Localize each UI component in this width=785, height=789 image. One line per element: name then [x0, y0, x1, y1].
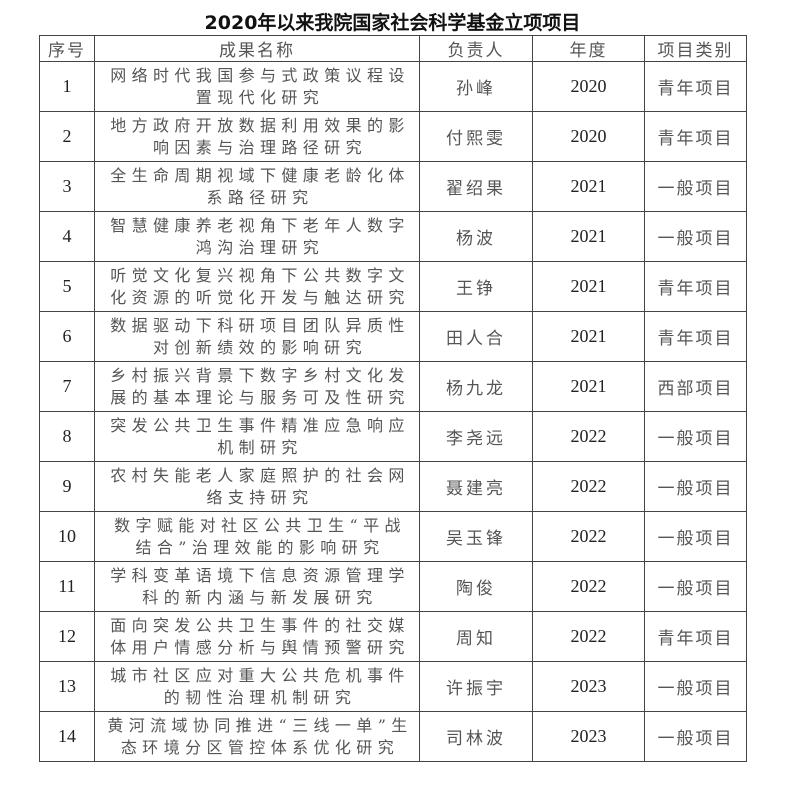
- project-name: 智慧健康养老视角下老年人数字鸿沟治理研究: [94, 211, 420, 262]
- table-row: 9 农村失能老人家庭照护的社会网络支持研究 聂建亮 2022 一般项目: [39, 461, 747, 512]
- project-leader: 田人合: [419, 311, 533, 362]
- project-name: 听觉文化复兴视角下公共数字文化资源的听觉化开发与触达研究: [94, 261, 420, 312]
- project-leader: 杨波: [419, 211, 533, 262]
- row-index: 7: [39, 361, 95, 412]
- table-row: 1 网络时代我国参与式政策议程设置现代化研究 孙峰 2020 青年项目: [39, 61, 747, 112]
- project-name: 面向突发公共卫生事件的社交媒体用户情感分析与舆情预警研究: [94, 611, 420, 662]
- project-leader: 周知: [419, 611, 533, 662]
- project-category: 青年项目: [644, 61, 747, 112]
- project-year: 2022: [532, 411, 645, 462]
- table-row: 5 听觉文化复兴视角下公共数字文化资源的听觉化开发与触达研究 王铮 2021 青年项目: [39, 261, 747, 312]
- row-index: 2: [39, 111, 95, 162]
- project-category: 青年项目: [644, 261, 747, 312]
- project-year: 2023: [532, 661, 645, 712]
- project-year: 2021: [532, 211, 645, 262]
- project-leader: 陶俊: [419, 561, 533, 612]
- table-row: 6 数据驱动下科研项目团队异质性对创新绩效的影响研究 田人合 2021 青年项目: [39, 311, 747, 362]
- table-row: 12 面向突发公共卫生事件的社交媒体用户情感分析与舆情预警研究 周知 2022 青年项目: [39, 611, 747, 662]
- project-name: 学科变革语境下信息资源管理学科的新内涵与新发展研究: [94, 561, 420, 612]
- project-category: 一般项目: [644, 511, 747, 562]
- project-year: 2021: [532, 261, 645, 312]
- project-category: 一般项目: [644, 711, 747, 762]
- project-category: 西部项目: [644, 361, 747, 412]
- header-year: 年度: [532, 35, 645, 62]
- table-row: 4 智慧健康养老视角下老年人数字鸿沟治理研究 杨波 2021 一般项目: [39, 211, 747, 262]
- project-category: 一般项目: [644, 411, 747, 462]
- project-name: 城市社区应对重大公共危机事件的韧性治理机制研究: [94, 661, 420, 712]
- project-category: 青年项目: [644, 611, 747, 662]
- project-year: 2022: [532, 461, 645, 512]
- project-name: 数字赋能对社区公共卫生“平战结合”治理效能的影响研究: [94, 511, 420, 562]
- table-row: 14 黄河流域协同推进“三线一单”生态环境分区管控体系优化研究 司林波 2023 一般项…: [39, 711, 747, 762]
- project-category: 青年项目: [644, 311, 747, 362]
- project-name: 全生命周期视域下健康老龄化体系路径研究: [94, 161, 420, 212]
- table-row: 7 乡村振兴背景下数字乡村文化发展的基本理论与服务可及性研究 杨九龙 2021 西部项目: [39, 361, 747, 412]
- table-row: 11 学科变革语境下信息资源管理学科的新内涵与新发展研究 陶俊 2022 一般项目: [39, 561, 747, 612]
- project-name: 数据驱动下科研项目团队异质性对创新绩效的影响研究: [94, 311, 420, 362]
- table-row: 2 地方政府开放数据利用效果的影响因素与治理路径研究 付熙雯 2020 青年项目: [39, 111, 747, 162]
- header-index: 序号: [39, 35, 95, 62]
- project-year: 2022: [532, 561, 645, 612]
- project-name: 突发公共卫生事件精准应急响应机制研究: [94, 411, 420, 462]
- header-row: 序号 成果名称 负责人 年度 项目类别: [39, 35, 747, 62]
- projects-table: 序号 成果名称 负责人 年度 项目类别 1 网络时代我国参与式政策议程设置现代化研…: [39, 35, 747, 762]
- project-year: 2021: [532, 311, 645, 362]
- table-row: 3 全生命周期视域下健康老龄化体系路径研究 翟绍果 2021 一般项目: [39, 161, 747, 212]
- table-row: 8 突发公共卫生事件精准应急响应机制研究 李尧远 2022 一般项目: [39, 411, 747, 462]
- project-year: 2021: [532, 161, 645, 212]
- header-name: 成果名称: [94, 35, 420, 62]
- project-name: 农村失能老人家庭照护的社会网络支持研究: [94, 461, 420, 512]
- project-leader: 司林波: [419, 711, 533, 762]
- project-leader: 杨九龙: [419, 361, 533, 412]
- row-index: 11: [39, 561, 95, 612]
- row-index: 6: [39, 311, 95, 362]
- table-row: 10 数字赋能对社区公共卫生“平战结合”治理效能的影响研究 吴玉锋 2022 一般项目: [39, 511, 747, 562]
- project-leader: 翟绍果: [419, 161, 533, 212]
- project-category: 一般项目: [644, 211, 747, 262]
- header-person: 负责人: [419, 35, 533, 62]
- row-index: 9: [39, 461, 95, 512]
- project-category: 一般项目: [644, 461, 747, 512]
- project-category: 一般项目: [644, 561, 747, 612]
- row-index: 14: [39, 711, 95, 762]
- project-leader: 王铮: [419, 261, 533, 312]
- project-year: 2021: [532, 361, 645, 412]
- row-index: 3: [39, 161, 95, 212]
- project-leader: 李尧远: [419, 411, 533, 462]
- project-category: 一般项目: [644, 661, 747, 712]
- row-index: 4: [39, 211, 95, 262]
- project-leader: 聂建亮: [419, 461, 533, 512]
- project-year: 2022: [532, 611, 645, 662]
- table-row: 13 城市社区应对重大公共危机事件的韧性治理机制研究 许振宇 2023 一般项目: [39, 661, 747, 712]
- project-name: 地方政府开放数据利用效果的影响因素与治理路径研究: [94, 111, 420, 162]
- row-index: 5: [39, 261, 95, 312]
- project-name: 黄河流域协同推进“三线一单”生态环境分区管控体系优化研究: [94, 711, 420, 762]
- project-leader: 许振宇: [419, 661, 533, 712]
- project-leader: 孙峰: [419, 61, 533, 112]
- row-index: 1: [39, 61, 95, 112]
- project-year: 2020: [532, 61, 645, 112]
- project-category: 一般项目: [644, 161, 747, 212]
- project-year: 2023: [532, 711, 645, 762]
- document-title: 2020年以来我院国家社会科学基金立项项目: [204, 12, 581, 34]
- project-leader: 付熙雯: [419, 111, 533, 162]
- row-index: 8: [39, 411, 95, 462]
- row-index: 10: [39, 511, 95, 562]
- project-name: 乡村振兴背景下数字乡村文化发展的基本理论与服务可及性研究: [94, 361, 420, 412]
- project-category: 青年项目: [644, 111, 747, 162]
- project-year: 2020: [532, 111, 645, 162]
- project-name: 网络时代我国参与式政策议程设置现代化研究: [94, 61, 420, 112]
- project-year: 2022: [532, 511, 645, 562]
- project-leader: 吴玉锋: [419, 511, 533, 562]
- row-index: 13: [39, 661, 95, 712]
- row-index: 12: [39, 611, 95, 662]
- header-category: 项目类别: [644, 35, 747, 62]
